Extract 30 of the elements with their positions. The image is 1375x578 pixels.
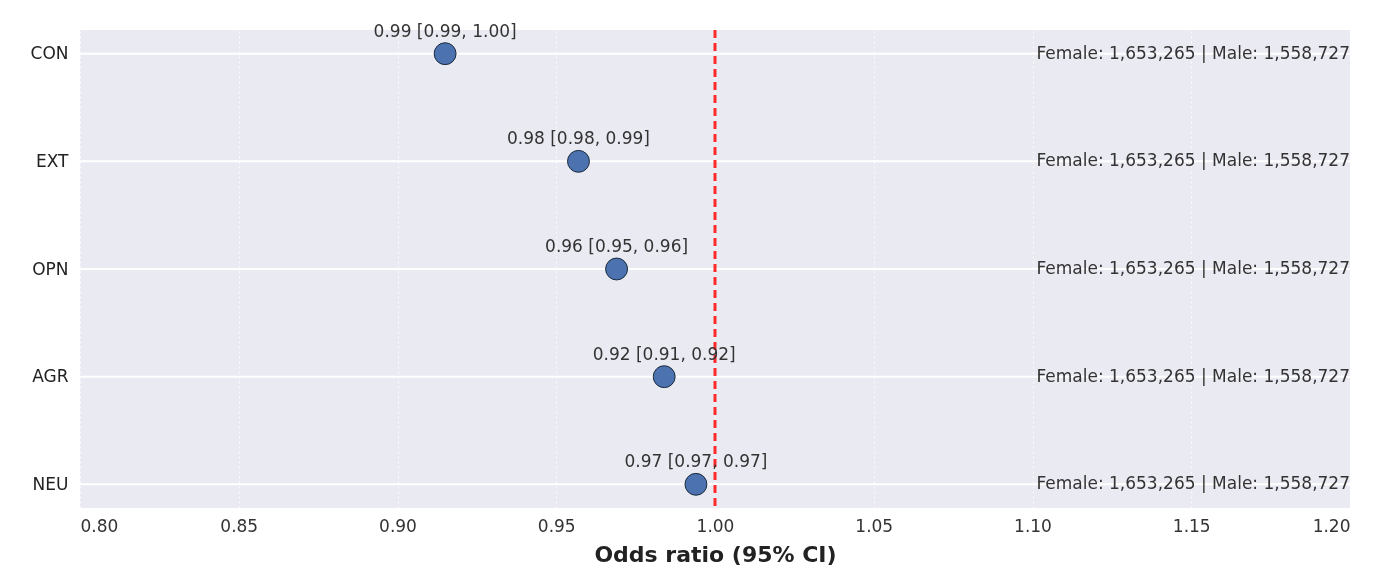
x-tick-label: 1.05 xyxy=(855,515,894,536)
annotation: 0.98 [0.98, 0.99] xyxy=(506,128,650,149)
annotation: 0.99 [0.99, 1.00] xyxy=(373,20,517,41)
point xyxy=(605,257,629,281)
point xyxy=(652,365,676,389)
x-tick-label: 0.85 xyxy=(220,515,259,536)
y-tick-label: CON xyxy=(30,43,69,64)
annotation: Female: 1,653,265 | Male: 1,558,727 xyxy=(1036,365,1350,386)
x-tick-label: 1.15 xyxy=(1172,515,1211,536)
annotation: Female: 1,653,265 | Male: 1,558,727 xyxy=(1036,258,1350,278)
y-tick-label: OPN xyxy=(32,258,69,279)
y-tick-label: NEU xyxy=(32,473,69,494)
y-tick-label: AGR xyxy=(32,366,69,387)
point xyxy=(433,42,457,66)
annotation: Female: 1,653,265 | Male: 1,558,727 xyxy=(1036,473,1350,494)
annotation: 0.96 [0.95, 0.96] xyxy=(545,236,689,256)
y-tick-label: EXT xyxy=(36,150,70,171)
x-tick-label: 1.00 xyxy=(696,515,735,536)
point xyxy=(567,149,590,173)
annotation: Female: 1,653,265 | Male: 1,558,727 xyxy=(1036,150,1350,171)
x-tick-label: 0.80 xyxy=(80,515,119,536)
x-tick-label: 1.20 xyxy=(1312,515,1351,536)
point xyxy=(684,472,708,496)
x-axis-title: Odds ratio (95% CI) xyxy=(594,541,837,567)
annotation: Female: 1,653,265 | Male: 1,558,727 xyxy=(1036,42,1350,63)
annotation: 0.97 [0.97, 0.97] xyxy=(624,451,768,472)
annotation: 0.92 [0.91, 0.92] xyxy=(592,343,736,364)
x-tick-label: 0.90 xyxy=(379,515,417,536)
x-tick-label: 0.95 xyxy=(537,515,576,536)
x-tick-label: 1.10 xyxy=(1014,515,1052,536)
